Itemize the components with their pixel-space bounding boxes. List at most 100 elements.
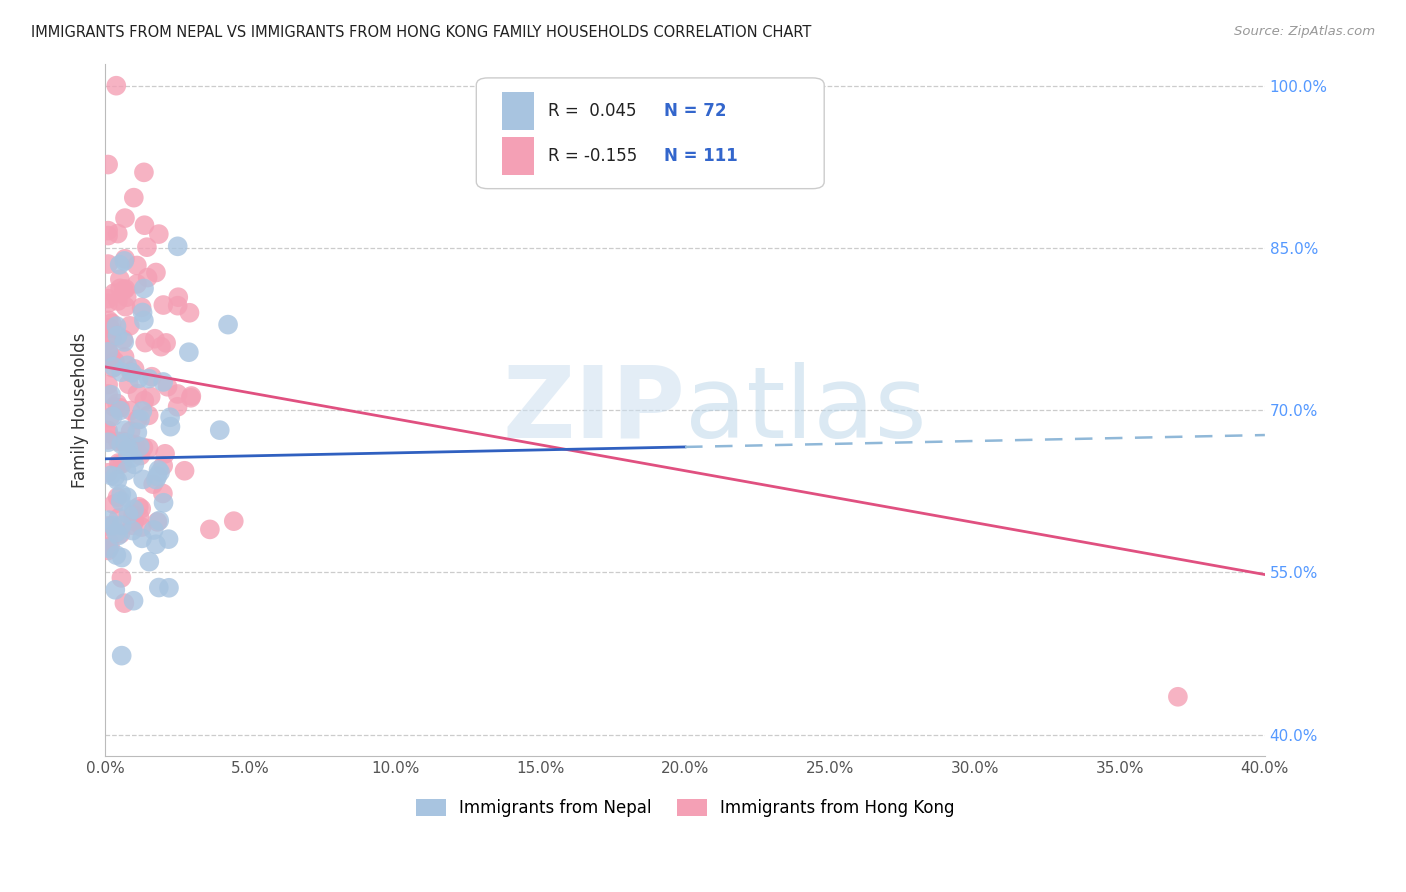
Point [179, 306, 201, 320]
Point [152, 375, 174, 389]
Point [115, 290, 138, 304]
Point [112, 596, 135, 610]
Point [146, 515, 169, 529]
Point [105, 525, 128, 540]
Point [132, 441, 155, 455]
Point [117, 377, 139, 392]
Point [114, 423, 136, 437]
Point [152, 486, 174, 500]
Point [105, 319, 128, 334]
Point [105, 328, 128, 343]
Point [108, 281, 131, 295]
Point [166, 299, 188, 313]
Point [97, 157, 120, 171]
Point [97, 224, 120, 238]
Point [146, 469, 169, 483]
Point [128, 440, 150, 454]
Point [122, 508, 145, 522]
Point [122, 191, 145, 205]
Point [114, 282, 136, 296]
Point [173, 464, 195, 478]
Point [129, 412, 152, 426]
Point [145, 266, 167, 280]
Point [105, 473, 128, 487]
Point [97, 433, 120, 447]
Point [138, 409, 160, 423]
Point [131, 305, 153, 319]
Point [132, 313, 155, 327]
Point [115, 464, 138, 478]
Point [131, 520, 153, 534]
Point [108, 272, 131, 286]
Point [121, 366, 143, 380]
Point [136, 270, 159, 285]
Point [159, 419, 181, 434]
Point [148, 227, 170, 241]
Point [112, 332, 135, 346]
Point [108, 258, 131, 272]
Point [166, 239, 188, 253]
Point [217, 318, 239, 332]
Point [114, 435, 136, 450]
Point [100, 316, 122, 330]
Point [101, 360, 124, 375]
Point [101, 518, 124, 533]
Point [100, 331, 122, 345]
Point [110, 571, 132, 585]
Point [114, 300, 136, 314]
Point [167, 290, 190, 304]
Point [134, 393, 156, 408]
Point [135, 240, 157, 254]
Text: N = 111: N = 111 [664, 147, 738, 165]
Point [110, 365, 132, 379]
Point [138, 442, 160, 456]
Point [110, 437, 132, 451]
Point [124, 458, 146, 472]
Point [159, 410, 181, 425]
Point [103, 359, 125, 374]
Point [97, 292, 120, 306]
Point [97, 543, 120, 558]
Point [149, 465, 172, 479]
Point [97, 513, 120, 527]
Point [120, 424, 142, 438]
Point [131, 404, 153, 418]
Point [97, 387, 120, 401]
Text: atlas: atlas [685, 361, 927, 458]
Point [103, 286, 125, 301]
Point [134, 335, 156, 350]
Point [152, 458, 174, 473]
Point [97, 533, 120, 548]
Point [97, 343, 120, 357]
Point [142, 477, 165, 491]
Point [134, 218, 156, 232]
Point [153, 447, 176, 461]
Point [127, 386, 149, 401]
Point [166, 400, 188, 414]
Point [105, 548, 128, 562]
FancyBboxPatch shape [502, 92, 534, 130]
Point [115, 359, 138, 373]
Point [111, 457, 134, 471]
Point [131, 301, 153, 315]
Point [125, 277, 148, 291]
Point [124, 437, 146, 451]
Point [107, 434, 129, 449]
Point [128, 371, 150, 385]
Point [125, 259, 148, 273]
Point [127, 412, 149, 426]
Point [198, 522, 221, 536]
Point [97, 424, 120, 438]
Point [107, 511, 129, 525]
Point [115, 490, 138, 504]
FancyBboxPatch shape [477, 78, 824, 188]
Point [120, 437, 142, 451]
Point [155, 335, 177, 350]
Point [97, 466, 120, 480]
Point [208, 423, 231, 437]
Point [97, 334, 120, 348]
Point [112, 283, 135, 297]
Point [111, 550, 134, 565]
Point [104, 470, 127, 484]
Point [97, 296, 120, 310]
